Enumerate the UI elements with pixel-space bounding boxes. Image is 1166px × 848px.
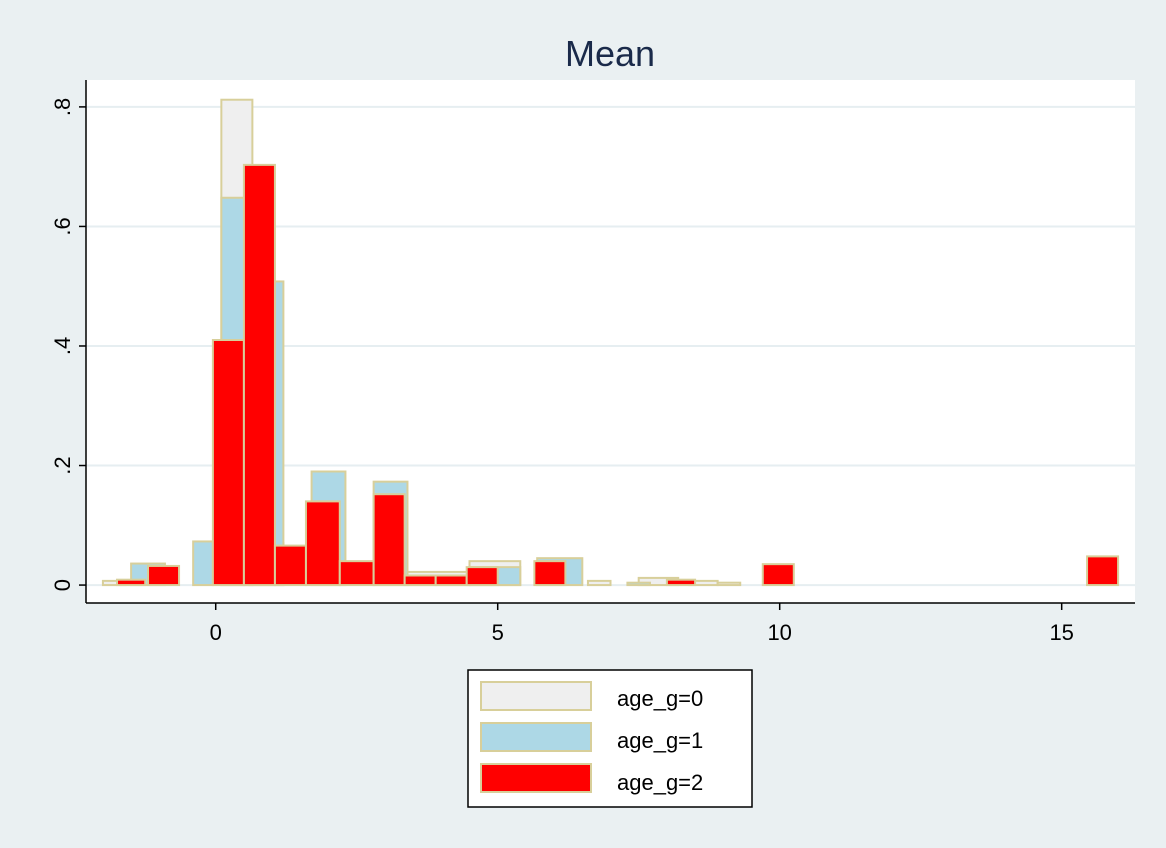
axes <box>79 80 1135 610</box>
bar <box>716 581 742 587</box>
x-tick-label: 15 <box>1049 620 1073 645</box>
y-tick-label: .2 <box>50 456 75 474</box>
bar <box>1086 555 1120 587</box>
bar <box>586 579 612 587</box>
bar <box>372 493 406 587</box>
series-age_g-2 <box>116 163 1120 587</box>
legend-label-age_g-1: age_g=1 <box>617 728 703 753</box>
y-tick-label: .4 <box>50 337 75 355</box>
bar <box>465 566 499 587</box>
x-tick-label: 5 <box>492 620 504 645</box>
bars <box>101 98 1120 587</box>
bar <box>665 578 697 587</box>
bar <box>211 339 245 587</box>
legend-swatch-age_g-1 <box>480 722 592 752</box>
x-tick-label: 10 <box>767 620 791 645</box>
legend-swatch-age_g-0 <box>480 681 592 711</box>
bar <box>338 560 375 587</box>
bar <box>626 581 651 587</box>
bar <box>761 563 795 587</box>
bar <box>273 544 307 587</box>
legend-label-age_g-2: age_g=2 <box>617 770 703 795</box>
y-tick-label: 0 <box>50 579 75 591</box>
legend: age_g=0 age_g=1 age_g=2 <box>467 669 753 808</box>
x-tick-label: 0 <box>210 620 222 645</box>
legend-label-age_g-0: age_g=0 <box>617 686 703 711</box>
bar <box>533 560 567 587</box>
bar <box>147 564 181 587</box>
chart-title: Mean <box>565 33 655 74</box>
bar <box>242 163 276 587</box>
bar <box>192 540 214 587</box>
bar <box>434 574 468 587</box>
bar <box>116 578 147 587</box>
bar <box>304 500 341 587</box>
bar <box>403 574 437 587</box>
y-tick-label: .6 <box>50 217 75 235</box>
tick-labels: 0 .2 .4 .6 .8 0 5 10 15 <box>50 98 1074 645</box>
y-tick-label: .8 <box>50 98 75 116</box>
legend-swatch-age_g-2 <box>480 763 592 793</box>
